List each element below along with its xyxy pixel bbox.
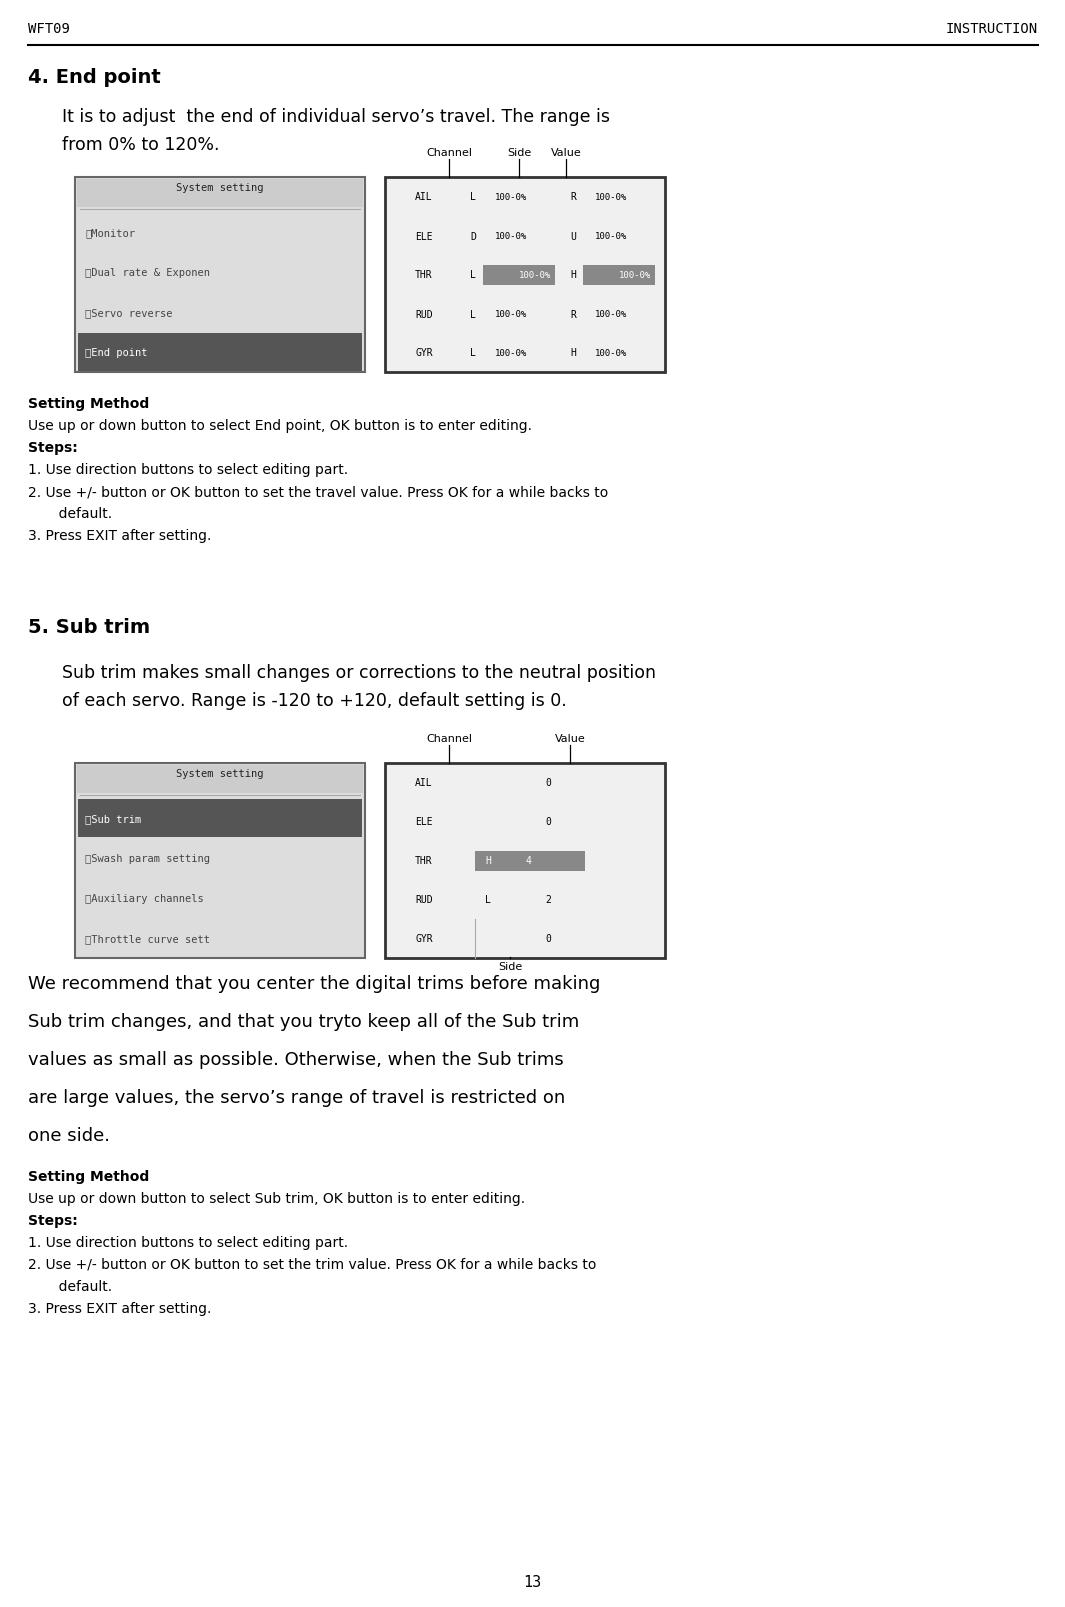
Text: ③Servo reverse: ③Servo reverse bbox=[85, 309, 173, 318]
Text: Side: Side bbox=[507, 148, 531, 157]
Text: 3. Press EXIT after setting.: 3. Press EXIT after setting. bbox=[28, 529, 211, 543]
Text: ELE: ELE bbox=[415, 231, 432, 241]
Text: L: L bbox=[470, 193, 476, 202]
Text: D: D bbox=[470, 231, 476, 241]
Text: Value: Value bbox=[551, 148, 581, 157]
Text: System setting: System setting bbox=[176, 768, 264, 778]
Text: 100-0%: 100-0% bbox=[495, 231, 527, 241]
FancyBboxPatch shape bbox=[386, 178, 665, 373]
Text: THR: THR bbox=[415, 857, 432, 866]
Text: one side.: one side. bbox=[28, 1127, 110, 1144]
Text: Sub trim makes small changes or corrections to the neutral position: Sub trim makes small changes or correcti… bbox=[62, 664, 656, 681]
FancyBboxPatch shape bbox=[78, 334, 362, 371]
Text: 0: 0 bbox=[545, 816, 551, 828]
Text: Steps:: Steps: bbox=[28, 440, 78, 455]
Text: Value: Value bbox=[555, 733, 586, 744]
Text: from 0% to 120%.: from 0% to 120%. bbox=[62, 137, 219, 154]
Text: AIL: AIL bbox=[415, 778, 432, 787]
Text: 100-0%: 100-0% bbox=[595, 231, 627, 241]
Text: L: L bbox=[470, 349, 476, 358]
Text: 100-0%: 100-0% bbox=[495, 310, 527, 318]
Text: U: U bbox=[570, 231, 576, 241]
Text: GYR: GYR bbox=[415, 349, 432, 358]
Text: 0: 0 bbox=[545, 778, 551, 787]
Text: It is to adjust  the end of individual servo’s travel. The range is: It is to adjust the end of individual se… bbox=[62, 108, 610, 125]
Text: ⑥Swash param setting: ⑥Swash param setting bbox=[85, 853, 210, 863]
FancyBboxPatch shape bbox=[77, 180, 363, 207]
Text: 4: 4 bbox=[525, 857, 530, 866]
Text: H: H bbox=[570, 270, 576, 280]
Text: 5. Sub trim: 5. Sub trim bbox=[28, 617, 150, 636]
Text: L: L bbox=[485, 895, 491, 905]
Text: 13: 13 bbox=[523, 1573, 542, 1589]
Text: 100-0%: 100-0% bbox=[619, 272, 652, 280]
Text: 100-0%: 100-0% bbox=[595, 349, 627, 358]
Text: 2. Use +/- button or OK button to set the travel value. Press OK for a while bac: 2. Use +/- button or OK button to set th… bbox=[28, 485, 608, 498]
Text: 100-0%: 100-0% bbox=[595, 310, 627, 318]
Text: RUD: RUD bbox=[415, 309, 432, 320]
FancyBboxPatch shape bbox=[77, 765, 363, 794]
Text: ⑦Auxiliary channels: ⑦Auxiliary channels bbox=[85, 893, 203, 903]
Text: Channel: Channel bbox=[426, 148, 472, 157]
Text: Side: Side bbox=[497, 961, 522, 971]
FancyBboxPatch shape bbox=[583, 265, 655, 286]
Text: Steps:: Steps: bbox=[28, 1213, 78, 1228]
Text: default.: default. bbox=[28, 1279, 112, 1294]
Text: AIL: AIL bbox=[415, 193, 432, 202]
Text: R: R bbox=[570, 193, 576, 202]
FancyBboxPatch shape bbox=[386, 763, 665, 958]
Text: ⑧Throttle curve sett: ⑧Throttle curve sett bbox=[85, 934, 210, 943]
Text: Sub trim changes, and that you tryto keep all of the Sub trim: Sub trim changes, and that you tryto kee… bbox=[28, 1012, 579, 1030]
Text: ②Dual rate & Exponen: ②Dual rate & Exponen bbox=[85, 268, 210, 278]
Text: 4. End point: 4. End point bbox=[28, 67, 161, 87]
Text: ①Monitor: ①Monitor bbox=[85, 228, 135, 238]
FancyBboxPatch shape bbox=[475, 852, 585, 871]
Text: L: L bbox=[470, 270, 476, 280]
Text: Setting Method: Setting Method bbox=[28, 397, 149, 411]
Text: Setting Method: Setting Method bbox=[28, 1170, 149, 1183]
Text: ④End point: ④End point bbox=[85, 347, 147, 358]
Text: 100-0%: 100-0% bbox=[495, 193, 527, 202]
Text: 2. Use +/- button or OK button to set the trim value. Press OK for a while backs: 2. Use +/- button or OK button to set th… bbox=[28, 1257, 596, 1271]
Text: Channel: Channel bbox=[426, 733, 472, 744]
Text: R: R bbox=[570, 309, 576, 320]
Text: We recommend that you center the digital trims before making: We recommend that you center the digital… bbox=[28, 974, 601, 993]
Text: 3. Press EXIT after setting.: 3. Press EXIT after setting. bbox=[28, 1302, 211, 1315]
Text: of each servo. Range is -120 to +120, default setting is 0.: of each servo. Range is -120 to +120, de… bbox=[62, 691, 567, 710]
Text: ⑤Sub trim: ⑤Sub trim bbox=[85, 813, 142, 823]
Text: WFT09: WFT09 bbox=[28, 22, 70, 35]
FancyBboxPatch shape bbox=[78, 800, 362, 837]
Text: 100-0%: 100-0% bbox=[519, 272, 552, 280]
FancyBboxPatch shape bbox=[484, 265, 555, 286]
Text: INSTRUCTION: INSTRUCTION bbox=[946, 22, 1038, 35]
Text: L: L bbox=[470, 309, 476, 320]
Text: RUD: RUD bbox=[415, 895, 432, 905]
Text: 1. Use direction buttons to select editing part.: 1. Use direction buttons to select editi… bbox=[28, 463, 348, 477]
Text: GYR: GYR bbox=[415, 934, 432, 943]
Text: 100-0%: 100-0% bbox=[595, 193, 627, 202]
Text: 1. Use direction buttons to select editing part.: 1. Use direction buttons to select editi… bbox=[28, 1236, 348, 1249]
FancyBboxPatch shape bbox=[75, 178, 365, 373]
Text: are large values, the servo’s range of travel is restricted on: are large values, the servo’s range of t… bbox=[28, 1088, 566, 1106]
Text: values as small as possible. Otherwise, when the Sub trims: values as small as possible. Otherwise, … bbox=[28, 1051, 563, 1069]
Text: THR: THR bbox=[415, 270, 432, 280]
Text: Use up or down button to select End point, OK button is to enter editing.: Use up or down button to select End poin… bbox=[28, 419, 532, 432]
Text: H: H bbox=[485, 857, 491, 866]
Text: System setting: System setting bbox=[176, 183, 264, 193]
FancyBboxPatch shape bbox=[75, 763, 365, 958]
Text: ELE: ELE bbox=[415, 816, 432, 828]
Text: 100-0%: 100-0% bbox=[495, 349, 527, 358]
Text: 2: 2 bbox=[545, 895, 551, 905]
Text: Use up or down button to select Sub trim, OK button is to enter editing.: Use up or down button to select Sub trim… bbox=[28, 1191, 525, 1205]
Text: default.: default. bbox=[28, 506, 112, 521]
Text: H: H bbox=[570, 349, 576, 358]
Text: 0: 0 bbox=[545, 934, 551, 943]
